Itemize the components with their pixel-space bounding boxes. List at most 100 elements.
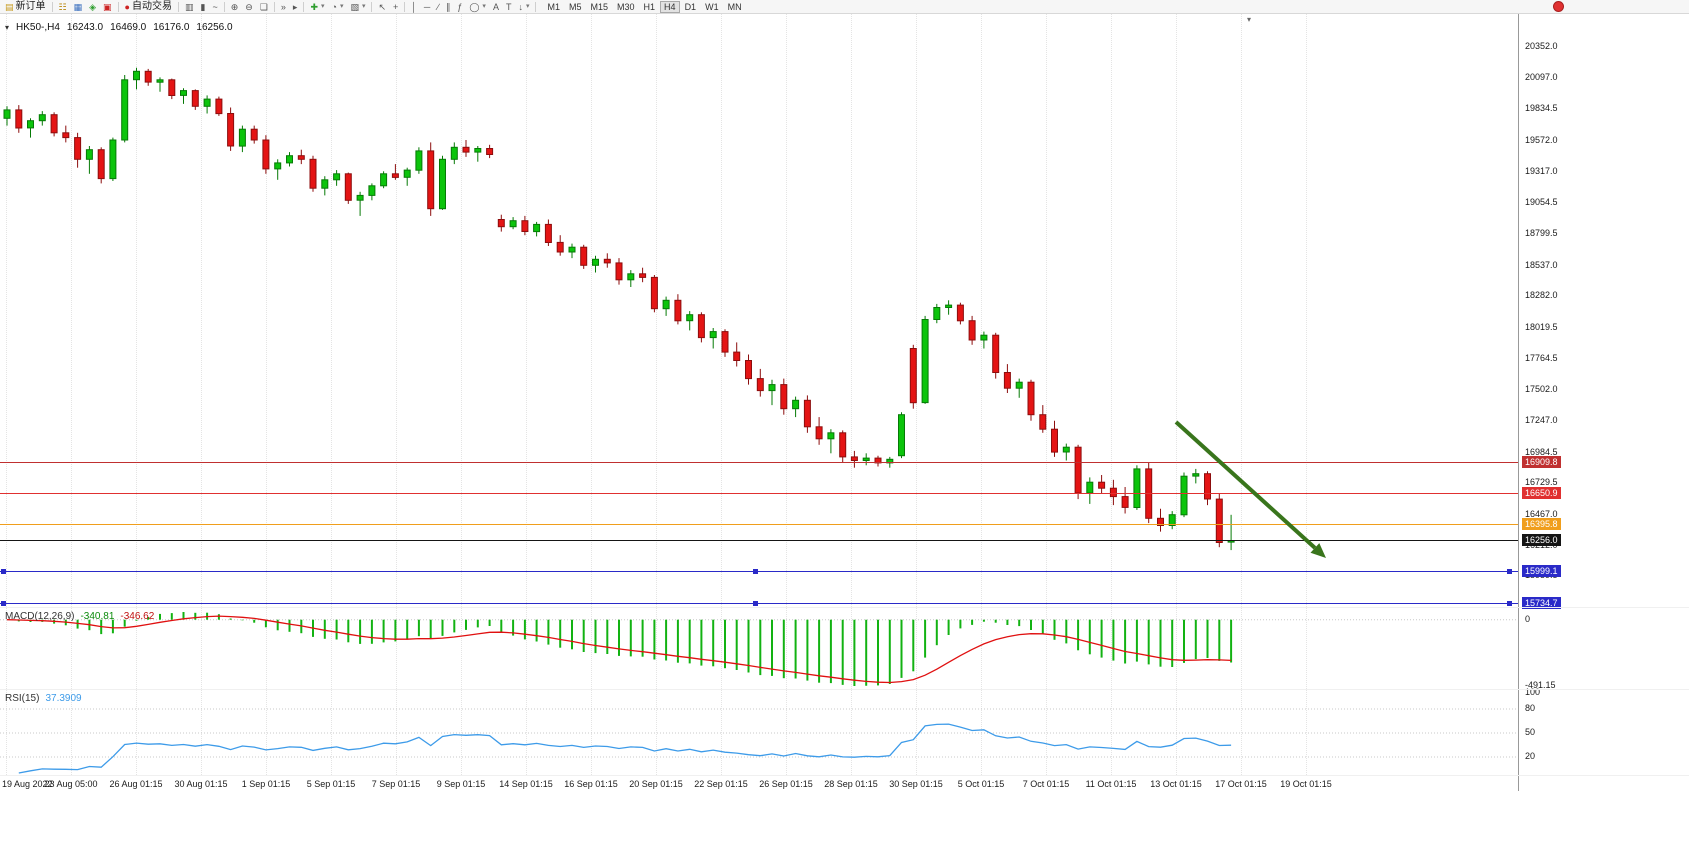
horizontal-line-15999.1[interactable] bbox=[0, 571, 1518, 573]
price-axis-label: 19572.0 bbox=[1525, 134, 1558, 145]
timeframe-button-w1[interactable]: W1 bbox=[701, 1, 723, 13]
line-handle[interactable] bbox=[1507, 569, 1512, 575]
horizontal-line-16909.8[interactable] bbox=[0, 461, 1518, 463]
macd-main-value: -340.81 bbox=[80, 611, 115, 622]
cursor-button[interactable]: ↖ bbox=[375, 0, 389, 13]
new-order-icon: ▤ bbox=[5, 1, 14, 12]
line-chart-type-button[interactable]: ~ bbox=[209, 0, 220, 13]
toolbar-separator bbox=[273, 1, 275, 12]
zoom-out-button[interactable]: ⊖ bbox=[242, 0, 256, 13]
auto-trading-button[interactable]: ● 自动交易 bbox=[122, 0, 175, 13]
dropdown-arrow-icon: ▾ bbox=[361, 2, 366, 10]
timeframe-button-m1[interactable]: M1 bbox=[543, 1, 564, 13]
channel-icon: ∥ bbox=[445, 1, 451, 12]
rsi-value: 37.3909 bbox=[45, 693, 82, 704]
candle bbox=[356, 191, 364, 216]
time-axis-label: 22 Sep 01:15 bbox=[694, 779, 748, 789]
timeframe-button-h4[interactable]: H4 bbox=[660, 0, 680, 13]
new-order-button[interactable]: ▤ 新订单 bbox=[2, 0, 49, 13]
navigator-button[interactable]: ◈ bbox=[86, 0, 99, 13]
arrows-tool-button[interactable]: ↓ ▾ bbox=[515, 0, 532, 13]
chart-shift-button[interactable]: ▸ bbox=[290, 0, 301, 13]
rsi-panel[interactable] bbox=[0, 691, 1518, 775]
line-handle[interactable] bbox=[753, 601, 758, 607]
fibonacci-tool-button[interactable]: ƒ bbox=[454, 0, 465, 13]
bar-chart-type-button[interactable]: ▥ bbox=[182, 0, 197, 13]
candle bbox=[474, 146, 482, 162]
horizontal-line-tool-button[interactable]: ─ bbox=[421, 0, 433, 13]
zoom-in-button[interactable]: ⊕ bbox=[228, 0, 242, 13]
candle bbox=[980, 331, 988, 349]
candle bbox=[238, 125, 246, 153]
auto-trading-label: 自动交易 bbox=[131, 0, 172, 12]
chart-shift-marker[interactable]: ▾ bbox=[1247, 15, 1252, 24]
channel-tool-button[interactable]: ∥ bbox=[443, 0, 454, 13]
one-click-trading-toggle[interactable]: ▾ bbox=[5, 23, 10, 32]
toolbar-separator bbox=[51, 1, 53, 12]
vertical-line-tool-button[interactable]: │ bbox=[408, 0, 420, 13]
crosshair-button[interactable]: + bbox=[390, 0, 401, 13]
horizontal-line-16395.8[interactable] bbox=[0, 523, 1518, 525]
timeframe-button-m15[interactable]: M15 bbox=[587, 1, 613, 13]
line-handle[interactable] bbox=[753, 569, 758, 575]
zoom-out-icon: ⊖ bbox=[245, 1, 253, 12]
candle bbox=[992, 332, 1000, 379]
line-handle[interactable] bbox=[1, 569, 6, 575]
macd-label: MACD(12,26,9) -340.81 -346.62 bbox=[5, 611, 154, 622]
periods-button[interactable]: ◔ ▾ bbox=[329, 0, 347, 13]
panel-separator[interactable] bbox=[0, 689, 1689, 690]
chart-window[interactable]: ▾ ▾ HK50-,H4 16243.0 16469.0 16176.0 162… bbox=[0, 14, 1689, 855]
vertical-gridline bbox=[526, 14, 527, 775]
label-tool-icon: T bbox=[505, 1, 512, 12]
time-axis-label: 19 Oct 01:15 bbox=[1280, 779, 1332, 789]
shapes-tool-button[interactable]: ◯ ▾ bbox=[466, 0, 489, 13]
trendline-tool-button[interactable]: ∕ bbox=[434, 0, 442, 13]
panel-separator[interactable] bbox=[0, 607, 1689, 608]
vertical-gridline bbox=[1111, 14, 1112, 775]
price-tag-15734.7: 15734.7 bbox=[1522, 597, 1561, 610]
market-watch-button[interactable]: ☷ bbox=[56, 0, 70, 13]
macd-panel[interactable] bbox=[0, 609, 1518, 689]
candle bbox=[1121, 487, 1129, 514]
timeframe-button-d1[interactable]: D1 bbox=[681, 1, 701, 13]
timeframe-button-m30[interactable]: M30 bbox=[613, 1, 639, 13]
time-axis[interactable]: 19 Aug 2022 23 Aug 05:00 26 Aug 01:15 30 Au… bbox=[0, 777, 1689, 791]
timeframe-button-h1[interactable]: H1 bbox=[640, 1, 660, 13]
candle bbox=[215, 96, 223, 116]
main-toolbar: ▤ 新订单 ☷ ▦ ◈ ▣ ● 自动交易 ▥ ▮ ~ ⊕ ⊖ ❏ » ▸ ✚ ▾ … bbox=[0, 0, 1689, 14]
candlestick-type-button[interactable]: ▮ bbox=[198, 0, 209, 13]
candle bbox=[450, 142, 458, 165]
candle bbox=[262, 135, 270, 174]
terminal-button[interactable]: ▣ bbox=[100, 0, 115, 13]
indicators-icon: ✚ bbox=[310, 1, 318, 12]
tile-windows-button[interactable]: ❏ bbox=[257, 0, 271, 13]
dropdown-arrow-icon: ▾ bbox=[525, 2, 530, 10]
high-value: 16469.0 bbox=[110, 22, 147, 33]
label-tool-button[interactable]: T bbox=[503, 0, 515, 13]
price-panel[interactable]: ▾ bbox=[0, 14, 1518, 607]
timeframe-button-mn[interactable]: MN bbox=[724, 1, 746, 13]
text-tool-button[interactable]: A bbox=[490, 0, 502, 13]
time-axis-label: 23 Aug 05:00 bbox=[44, 779, 98, 789]
candle bbox=[768, 379, 776, 406]
line-handle[interactable] bbox=[1, 601, 6, 607]
candle bbox=[286, 152, 293, 167]
indicators-button[interactable]: ✚ ▾ bbox=[307, 0, 327, 13]
candle bbox=[697, 312, 705, 343]
macd-min-label: -491.15 bbox=[1525, 680, 1556, 690]
timeframe-button-m5[interactable]: M5 bbox=[565, 1, 586, 13]
candle bbox=[968, 315, 976, 345]
notification-icon[interactable] bbox=[1553, 1, 1564, 12]
price-axis-label: 18537.0 bbox=[1525, 259, 1558, 270]
vertical-gridline bbox=[1046, 14, 1047, 775]
price-axis[interactable]: 20352.0 20097.0 19834.5 19572.0 19317.0 19054… bbox=[1518, 14, 1689, 791]
horizontal-line-16256.0[interactable] bbox=[0, 540, 1518, 542]
candle bbox=[721, 329, 729, 357]
auto-scroll-button[interactable]: » bbox=[278, 0, 289, 13]
line-handle[interactable] bbox=[1507, 601, 1512, 607]
data-window-button[interactable]: ▦ bbox=[71, 0, 86, 13]
horizontal-line-15734.7[interactable] bbox=[0, 603, 1518, 605]
templates-button[interactable]: ▧ ▾ bbox=[347, 0, 368, 13]
horizontal-line-16650.9[interactable] bbox=[0, 492, 1518, 494]
vertical-gridline bbox=[981, 14, 982, 775]
